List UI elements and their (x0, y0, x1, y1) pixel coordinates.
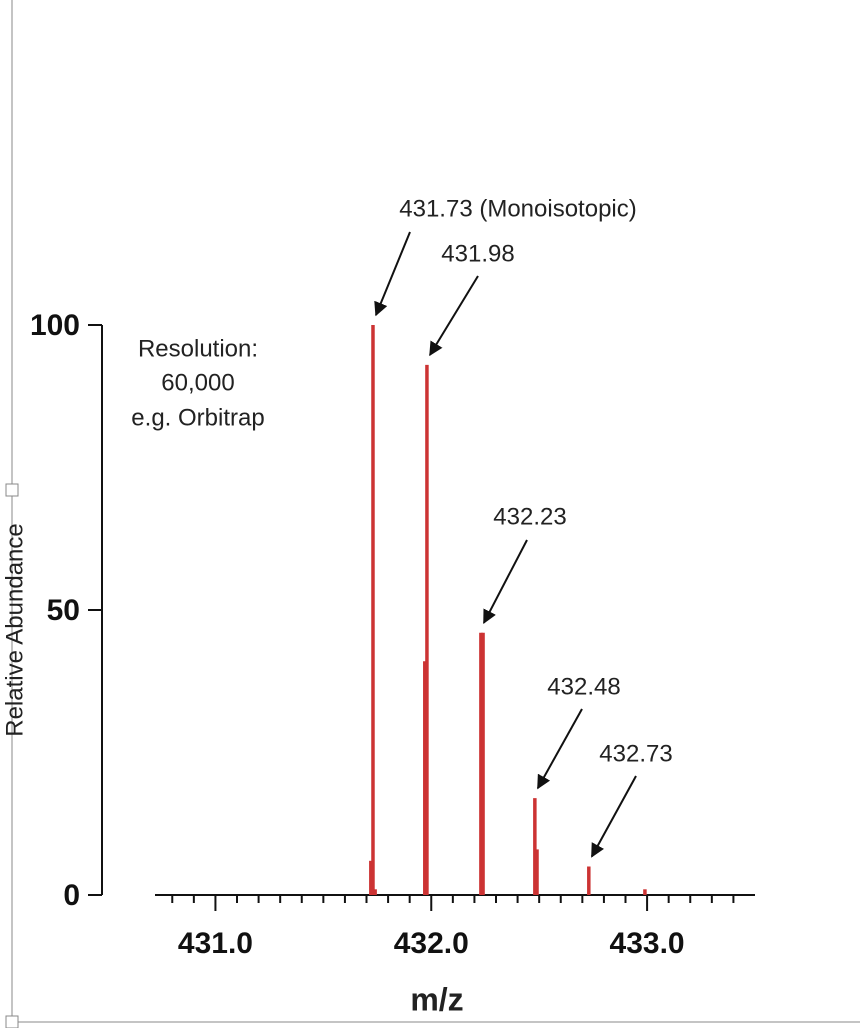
annotation-arrow (536, 708, 583, 790)
annotation: 432.23 (493, 503, 566, 530)
y-axis-label: Relative Abundance (1, 523, 28, 737)
y-tick-label: 0 (63, 879, 80, 912)
x-tick-label: 431.0 (178, 927, 253, 960)
x-axis-label: m/z (410, 981, 463, 1017)
note: e.g. Orbitrap (131, 404, 264, 431)
annotation: 432.48 (547, 673, 620, 700)
x-tick-label: 433.0 (610, 927, 685, 960)
note: Resolution: (138, 335, 258, 362)
annotation-arrow (590, 775, 637, 858)
annotation: 431.73 (Monoisotopic) (399, 195, 636, 222)
handle (5, 483, 19, 497)
annotation: 432.73 (599, 740, 672, 767)
y-tick-label: 50 (47, 594, 80, 627)
annotation-arrow (429, 275, 479, 357)
annotation: 431.98 (441, 240, 514, 267)
handle (5, 1015, 19, 1028)
annotation-arrow (374, 231, 411, 317)
y-tick-label: 100 (30, 309, 80, 342)
x-tick-label: 432.0 (394, 927, 469, 960)
note: 60,000 (161, 369, 234, 396)
annotation-arrow (483, 539, 528, 625)
